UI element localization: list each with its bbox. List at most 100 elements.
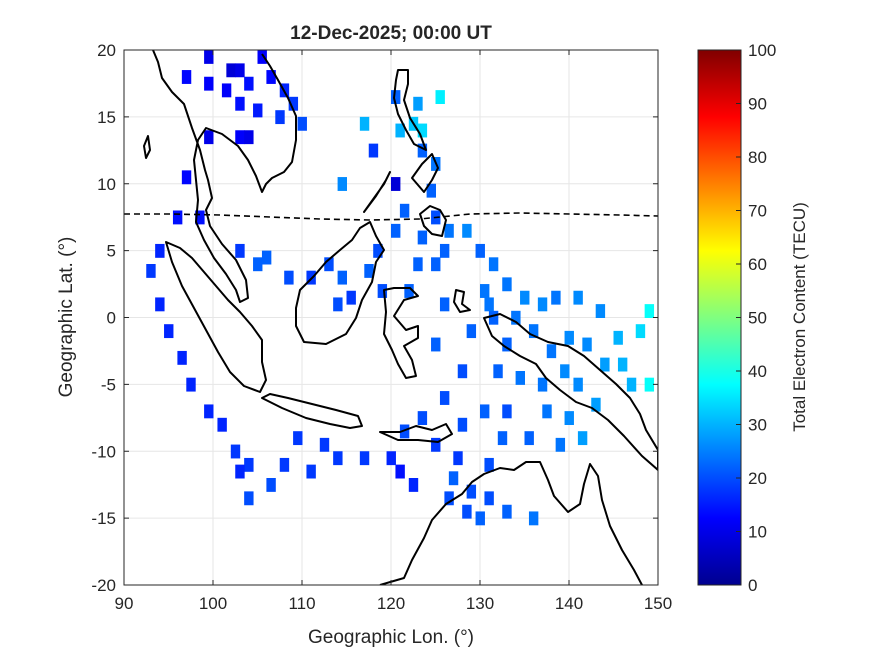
tec-cell bbox=[644, 304, 655, 318]
tec-cell bbox=[253, 103, 263, 118]
tec-cell bbox=[146, 264, 156, 278]
tec-cell bbox=[439, 297, 450, 312]
tec-cell bbox=[288, 96, 299, 111]
tec-cell bbox=[560, 364, 570, 379]
coastline-mindanao bbox=[419, 205, 447, 237]
tec-cell bbox=[524, 431, 534, 446]
tec-cell bbox=[444, 491, 454, 506]
tec-cell bbox=[431, 257, 441, 272]
tec-cell bbox=[408, 478, 419, 492]
chart-title: 12-Dec-2025; 00:00 UT bbox=[290, 23, 492, 44]
tec-cell bbox=[391, 223, 401, 238]
tec-cell bbox=[466, 324, 477, 339]
tec-cell bbox=[564, 330, 574, 345]
tec-cell bbox=[377, 284, 388, 298]
colorbar bbox=[697, 49, 742, 586]
tec-cell bbox=[195, 210, 205, 225]
tec-cell bbox=[417, 123, 428, 138]
tec-cell bbox=[261, 250, 272, 265]
tec-cell bbox=[600, 357, 610, 372]
tec-cell bbox=[582, 337, 592, 352]
tec-cell bbox=[431, 437, 441, 452]
coastline-australia bbox=[379, 461, 643, 585]
colorbar-tick-label: 70 bbox=[748, 202, 767, 221]
tec-cell bbox=[635, 324, 646, 339]
tec-cell bbox=[391, 177, 401, 191]
colorbar-tick-label: 90 bbox=[748, 95, 767, 114]
colorbar-tick-label: 0 bbox=[748, 576, 757, 595]
tec-cell bbox=[613, 330, 623, 345]
coastline-sri-lanka-bit bbox=[143, 135, 151, 159]
tec-cell bbox=[253, 257, 263, 272]
coastline-new-guinea bbox=[483, 313, 658, 471]
tec-cell bbox=[275, 110, 285, 125]
tec-cell bbox=[595, 304, 606, 318]
x-axis-label: Geographic Lon. (°) bbox=[308, 627, 474, 648]
tec-cell bbox=[555, 437, 566, 452]
coastline-java bbox=[261, 393, 363, 429]
tec-cell bbox=[484, 297, 494, 312]
tec-cell bbox=[542, 404, 552, 419]
tec-cell bbox=[497, 431, 508, 446]
tec-cell bbox=[537, 297, 548, 312]
tec-cell bbox=[551, 290, 561, 305]
tec-cell bbox=[337, 270, 347, 285]
y-axis-ticks: -20 -15 -10 -5 0 5 10 15 20 bbox=[91, 41, 658, 595]
tec-cell bbox=[413, 96, 423, 111]
x-tick-label: 120 bbox=[377, 594, 405, 613]
x-axis-ticks: 90 100 110 120 130 140 150 bbox=[115, 50, 672, 613]
tec-cell bbox=[488, 310, 499, 325]
tec-cell bbox=[359, 451, 370, 466]
tec-cell bbox=[426, 183, 436, 198]
tec-cell bbox=[484, 491, 494, 506]
y-tick-label: 0 bbox=[107, 309, 116, 328]
coastline-halmahera bbox=[453, 289, 471, 313]
y-tick-label: -15 bbox=[91, 509, 116, 528]
y-tick-label: -10 bbox=[91, 442, 116, 461]
tec-cell bbox=[502, 277, 512, 292]
tec-cell bbox=[448, 471, 459, 486]
tec-cell bbox=[417, 230, 428, 245]
tec-cell bbox=[235, 130, 245, 145]
tec-cell bbox=[431, 337, 441, 352]
tec-cell bbox=[155, 243, 165, 258]
colorbar-tick-label: 10 bbox=[748, 523, 767, 542]
tec-cell bbox=[644, 377, 655, 392]
tec-cell bbox=[462, 223, 472, 238]
tec-cell bbox=[186, 377, 196, 392]
tec-cell bbox=[217, 417, 227, 432]
tec-cell bbox=[235, 464, 245, 479]
tec-cell bbox=[573, 290, 583, 305]
tec-cell bbox=[417, 411, 428, 425]
y-tick-label: 15 bbox=[97, 108, 116, 127]
tec-cell bbox=[181, 70, 192, 84]
tec-cell bbox=[480, 284, 490, 298]
tec-cell bbox=[484, 457, 494, 472]
tec-cell bbox=[515, 371, 525, 385]
tec-cell bbox=[297, 116, 307, 131]
tec-cell bbox=[399, 203, 410, 218]
tec-cell bbox=[359, 116, 370, 131]
tec-cell bbox=[528, 324, 539, 339]
tec-cell bbox=[475, 243, 485, 258]
tec-cell bbox=[333, 297, 343, 312]
tec-cell bbox=[444, 223, 454, 238]
coastline-visayas bbox=[411, 153, 439, 193]
colorbar-tick-label: 20 bbox=[748, 469, 767, 488]
x-tick-label: 90 bbox=[115, 594, 134, 613]
tec-cell bbox=[528, 511, 539, 526]
tec-cell bbox=[364, 264, 374, 278]
tec-cell bbox=[235, 96, 245, 111]
tec-cell bbox=[457, 364, 468, 379]
tec-cell bbox=[244, 130, 254, 145]
tec-cell bbox=[537, 377, 548, 392]
coastline-lesser-sunda bbox=[379, 423, 453, 443]
tec-cell bbox=[177, 350, 187, 365]
tec-cell bbox=[221, 83, 232, 98]
y-axis-label: Geographic Lat. (°) bbox=[56, 237, 77, 398]
colorbar-tick-label: 30 bbox=[748, 416, 767, 435]
tec-cell bbox=[257, 50, 267, 64]
tec-cell bbox=[244, 76, 254, 91]
y-tick-label: -20 bbox=[91, 576, 116, 595]
